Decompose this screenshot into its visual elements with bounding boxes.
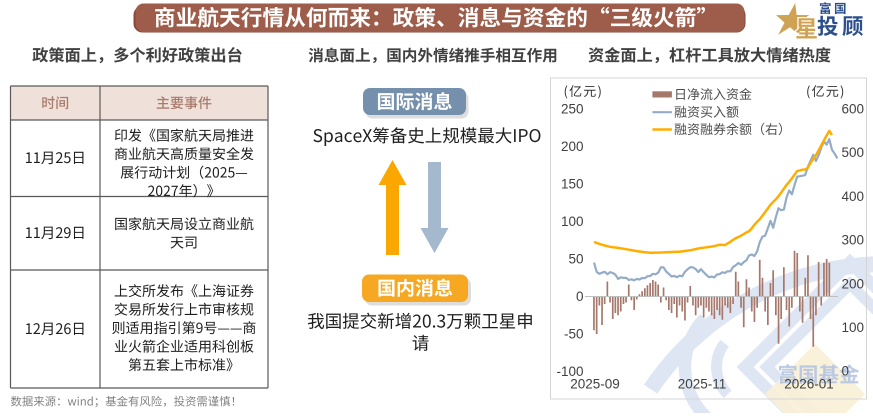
- svg-text:-100: -100: [556, 364, 583, 379]
- svg-text:250: 250: [561, 102, 584, 117]
- svg-text:150: 150: [561, 177, 584, 192]
- svg-text:0: 0: [842, 364, 850, 379]
- svg-text:50: 50: [568, 252, 583, 267]
- svg-text:200: 200: [842, 276, 865, 291]
- svg-text:2025-11: 2025-11: [678, 377, 727, 392]
- svg-text:2026-01: 2026-01: [784, 377, 834, 392]
- svg-text:2025-09: 2025-09: [570, 377, 620, 392]
- svg-text:400: 400: [842, 189, 865, 204]
- svg-text:200: 200: [561, 139, 584, 154]
- svg-text:600: 600: [842, 101, 865, 116]
- svg-text:500: 500: [842, 145, 865, 160]
- svg-text:-50: -50: [564, 327, 584, 342]
- svg-text:100: 100: [561, 214, 584, 229]
- svg-text:300: 300: [842, 233, 865, 248]
- svg-text:0: 0: [576, 289, 584, 304]
- svg-text:100: 100: [842, 320, 865, 335]
